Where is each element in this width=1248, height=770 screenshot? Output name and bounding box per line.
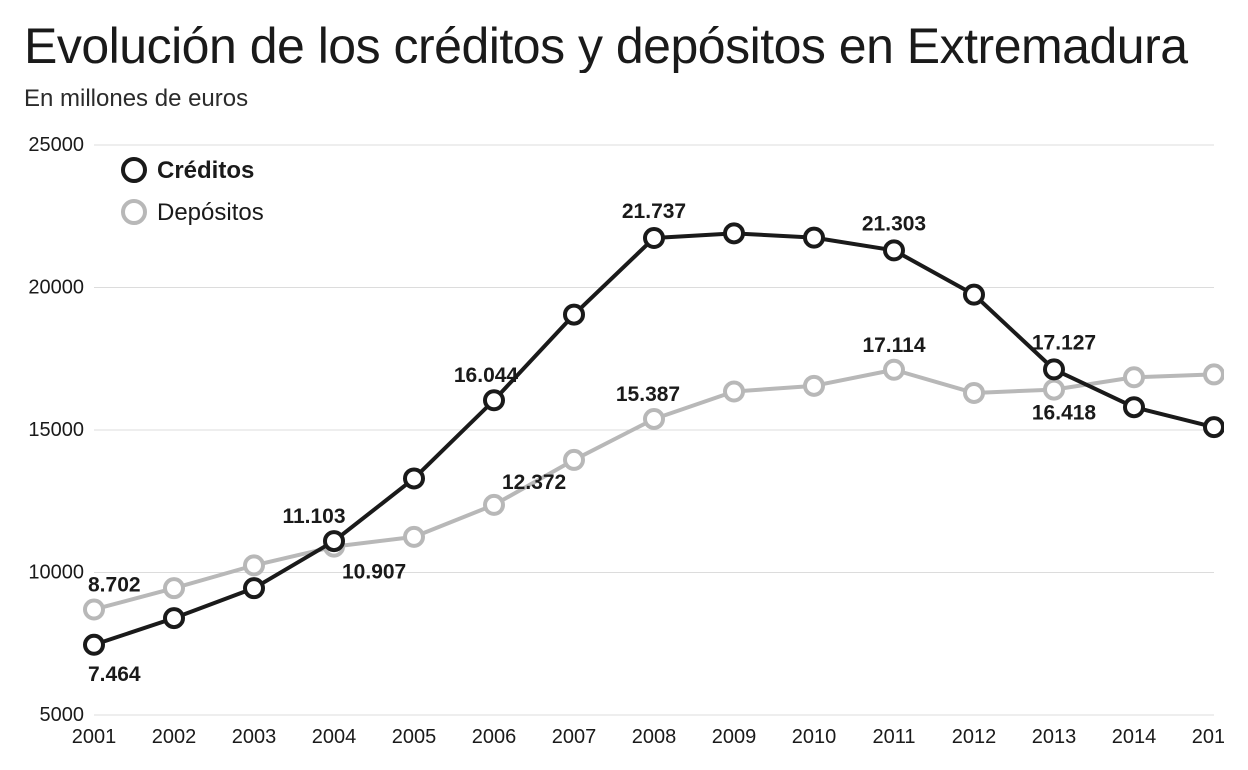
y-tick-label: 5000 <box>40 704 85 726</box>
chart-area: 5000 10000 15000 20000 25000 2001 2002 2003 2004… <box>24 125 1224 755</box>
data-marker <box>85 600 103 618</box>
x-tick-label: 2003 <box>232 726 277 748</box>
data-label: 17.114 <box>862 334 925 357</box>
x-tick-label: 2007 <box>552 726 597 748</box>
data-marker <box>725 224 743 242</box>
data-marker <box>565 451 583 469</box>
data-label: 11.103 <box>282 505 345 528</box>
data-marker <box>885 241 903 259</box>
data-label: 21.303 <box>862 212 926 235</box>
legend-label: Créditos <box>157 157 254 184</box>
data-marker <box>1205 365 1223 383</box>
data-marker <box>165 609 183 627</box>
data-label: 17.127 <box>1032 331 1096 354</box>
data-label: 16.044 <box>454 364 519 387</box>
x-tick-label: 2001 <box>72 726 117 748</box>
x-tick-label: 2002 <box>152 726 197 748</box>
x-tick-label: 2010 <box>792 726 837 748</box>
data-marker <box>645 410 663 428</box>
x-tick-label: 2013 <box>1032 726 1077 748</box>
data-marker <box>645 229 663 247</box>
data-label: 10.907 <box>342 561 406 584</box>
x-tick-label: 2005 <box>392 726 437 748</box>
data-marker <box>1045 360 1063 378</box>
data-label: 8.702 <box>88 573 141 596</box>
data-marker <box>725 383 743 401</box>
data-marker <box>965 384 983 402</box>
data-label: 12.372 <box>502 471 566 494</box>
x-tick-label: 2008 <box>632 726 677 748</box>
y-tick-label: 20000 <box>28 277 84 299</box>
y-tick-label: 10000 <box>28 562 84 584</box>
x-tick-label: 2004 <box>312 726 357 748</box>
data-marker <box>1125 398 1143 416</box>
y-tick-label: 15000 <box>28 419 84 441</box>
data-marker <box>885 361 903 379</box>
data-marker <box>405 469 423 487</box>
data-label: 21.737 <box>622 200 686 223</box>
x-tick-label: 2009 <box>712 726 757 748</box>
data-marker <box>1125 368 1143 386</box>
x-tick-label: 2011 <box>872 726 915 748</box>
legend-symbol <box>123 159 145 181</box>
data-marker <box>1205 418 1223 436</box>
x-tick-label: 2006 <box>472 726 517 748</box>
data-marker <box>245 579 263 597</box>
x-tick-label: 2015 <box>1192 726 1224 748</box>
data-marker <box>485 496 503 514</box>
data-marker <box>165 579 183 597</box>
data-marker <box>565 306 583 324</box>
data-label: 15.387 <box>616 383 680 406</box>
data-marker <box>85 636 103 654</box>
x-tick-label: 2014 <box>1112 726 1157 748</box>
data-marker <box>805 229 823 247</box>
data-marker <box>405 528 423 546</box>
x-tick-label: 2012 <box>952 726 997 748</box>
data-marker <box>1045 381 1063 399</box>
legend-label: Depósitos <box>157 199 264 226</box>
data-label: 7.464 <box>88 663 141 686</box>
chart-title: Evolución de los créditos y depósitos en… <box>24 20 1228 73</box>
data-marker <box>325 532 343 550</box>
data-marker <box>965 286 983 304</box>
data-marker <box>805 377 823 395</box>
y-tick-label: 25000 <box>28 134 84 156</box>
legend-symbol <box>123 201 145 223</box>
data-marker <box>485 391 503 409</box>
data-marker <box>245 556 263 574</box>
data-label: 16.418 <box>1032 402 1097 425</box>
line-chart-svg: 5000 10000 15000 20000 25000 2001 2002 2003 2004… <box>24 125 1224 755</box>
chart-subtitle: En millones de euros <box>24 85 1228 113</box>
